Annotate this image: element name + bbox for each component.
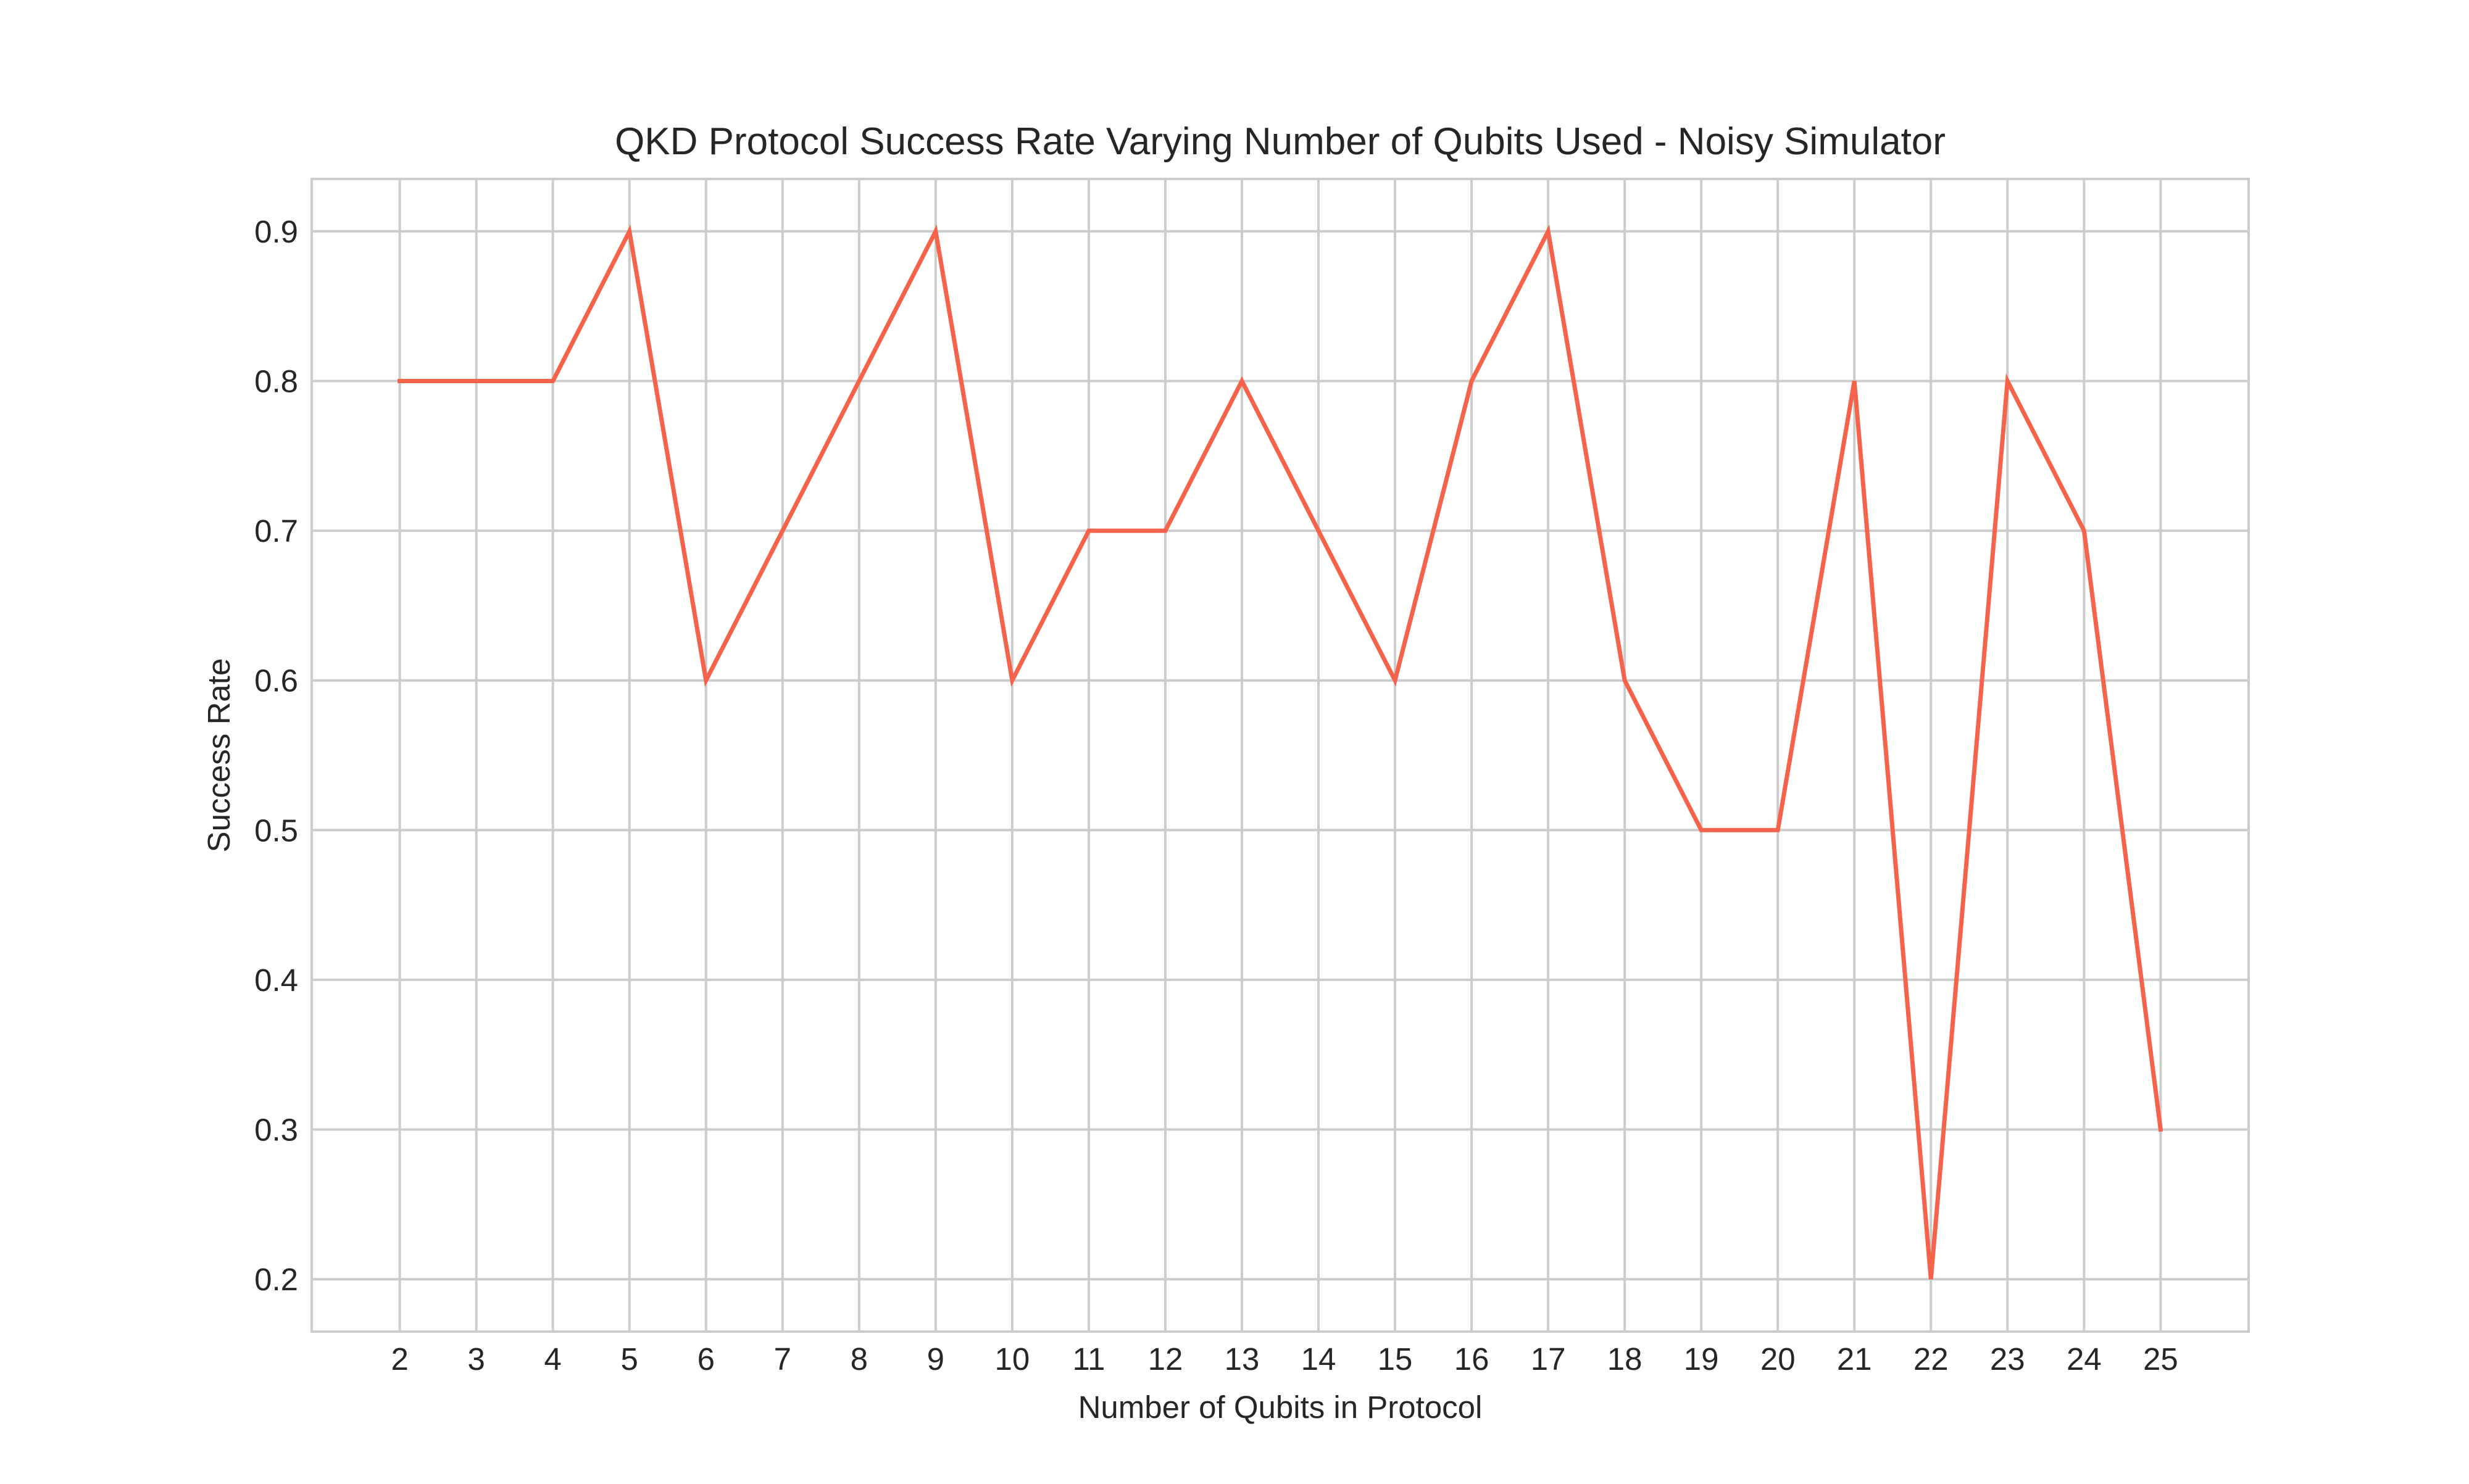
x-tick-label: 22 (1913, 1341, 1949, 1377)
series-line (398, 224, 2163, 1280)
x-tick-label: 11 (1072, 1341, 1105, 1377)
x-tick-label: 25 (2143, 1341, 2178, 1377)
x-tick-label: 3 (467, 1341, 485, 1377)
grid (312, 179, 2249, 1332)
x-tick-label: 13 (1225, 1341, 1260, 1377)
x-tick-label: 7 (774, 1341, 791, 1377)
x-tick-label: 9 (927, 1341, 944, 1377)
chart-title: QKD Protocol Success Rate Varying Number… (615, 120, 1946, 163)
x-tick-label: 24 (2067, 1341, 2102, 1377)
x-tick-label: 23 (1990, 1341, 2025, 1377)
y-tick-label: 0.7 (254, 513, 298, 549)
y-tick-label: 0.3 (254, 1112, 298, 1147)
x-tick-labels: 2 3 4 5 6 7 8 9 10 11 12 13 14 15 16 17 18 19 20 21 22 23 24 25 (391, 1341, 2178, 1377)
x-tick-label: 2 (391, 1341, 408, 1377)
y-tick-label: 0.2 (254, 1262, 298, 1297)
x-tick-label: 6 (697, 1341, 715, 1377)
y-tick-labels: 0.2 0.3 0.4 0.5 0.6 0.7 0.8 0.9 (254, 214, 298, 1297)
x-tick-label: 10 (995, 1341, 1030, 1377)
x-tick-label: 17 (1531, 1341, 1566, 1377)
y-tick-label: 0.6 (254, 663, 298, 698)
x-tick-label: 15 (1378, 1341, 1413, 1377)
y-tick-label: 0.9 (254, 214, 298, 249)
x-tick-label: 14 (1301, 1341, 1336, 1377)
x-tick-label: 19 (1684, 1341, 1719, 1377)
series-layer (398, 224, 2163, 1280)
y-tick-label: 0.8 (254, 364, 298, 399)
x-tick-label: 12 (1148, 1341, 1183, 1377)
y-tick-label: 0.4 (254, 963, 298, 998)
x-tick-label: 16 (1454, 1341, 1489, 1377)
x-tick-label: 4 (544, 1341, 562, 1377)
x-tick-label: 5 (621, 1341, 638, 1377)
x-tick-label: 8 (851, 1341, 868, 1377)
x-tick-label: 20 (1760, 1341, 1796, 1377)
x-tick-label: 21 (1837, 1341, 1872, 1377)
x-axis-label: Number of Qubits in Protocol (1078, 1390, 1483, 1425)
y-tick-label: 0.5 (254, 813, 298, 848)
plot-frame (310, 178, 2250, 1333)
y-axis-label: Success Rate (201, 658, 236, 853)
x-tick-label: 18 (1607, 1341, 1643, 1377)
